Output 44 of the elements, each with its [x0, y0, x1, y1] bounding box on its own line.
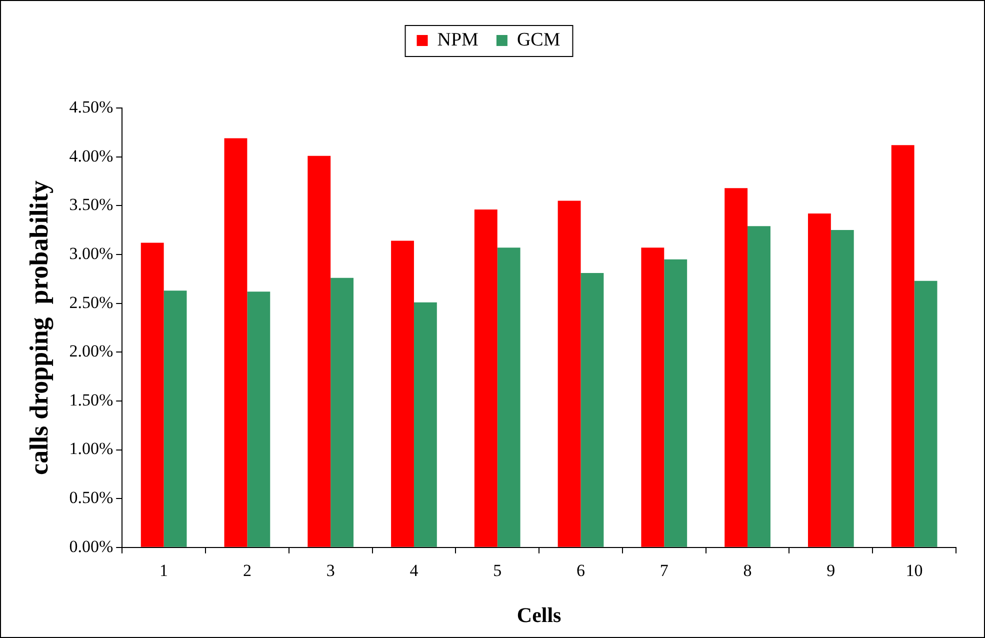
y-tick-label: 2.00% [69, 342, 114, 361]
bar [497, 248, 520, 547]
bar [914, 280, 938, 547]
x-axis-title: Cells [516, 602, 562, 627]
legend-label: NPM [437, 29, 479, 50]
bar [641, 248, 664, 547]
bar [330, 278, 354, 547]
bar [748, 226, 770, 547]
x-tick-label: 8 [743, 561, 752, 580]
bar [224, 138, 248, 547]
x-tick-label: 3 [326, 561, 335, 580]
y-tick-label: 2.50% [69, 292, 114, 312]
x-tick-label: 1 [160, 561, 168, 580]
y-axis-title: calls dropping probability [24, 180, 54, 475]
x-tick-label: 4 [410, 561, 419, 580]
y-tick-label: 1.00% [69, 439, 114, 458]
y-tick-label: 3.50% [69, 195, 114, 214]
bar [414, 302, 437, 547]
bar [580, 273, 604, 547]
bar [830, 230, 854, 547]
y-tick-label: 0.50% [69, 488, 114, 508]
bar [140, 242, 164, 547]
bar [891, 145, 914, 547]
bar [247, 292, 270, 547]
x-tick-label: 2 [242, 561, 252, 580]
bar [808, 213, 831, 547]
y-tick-label: 4.00% [69, 146, 114, 166]
legend-label: GCM [516, 29, 560, 50]
y-tick-label: 1.50% [69, 390, 114, 410]
y-tick-label: 0.00% [69, 536, 114, 556]
bar [558, 200, 581, 547]
bar [724, 188, 748, 547]
bar [391, 240, 414, 547]
x-tick-label: 10 [906, 561, 923, 580]
x-tick-label: 7 [660, 561, 669, 580]
bar [164, 290, 187, 547]
bar [664, 259, 688, 547]
x-tick-label: 9 [826, 561, 836, 580]
x-tick-label: 5 [493, 561, 502, 580]
x-tick-label: 6 [576, 561, 585, 580]
bar [308, 156, 331, 547]
bar [474, 210, 498, 547]
y-tick-label: 4.50% [69, 97, 114, 116]
y-tick-label: 3.00% [69, 244, 114, 263]
